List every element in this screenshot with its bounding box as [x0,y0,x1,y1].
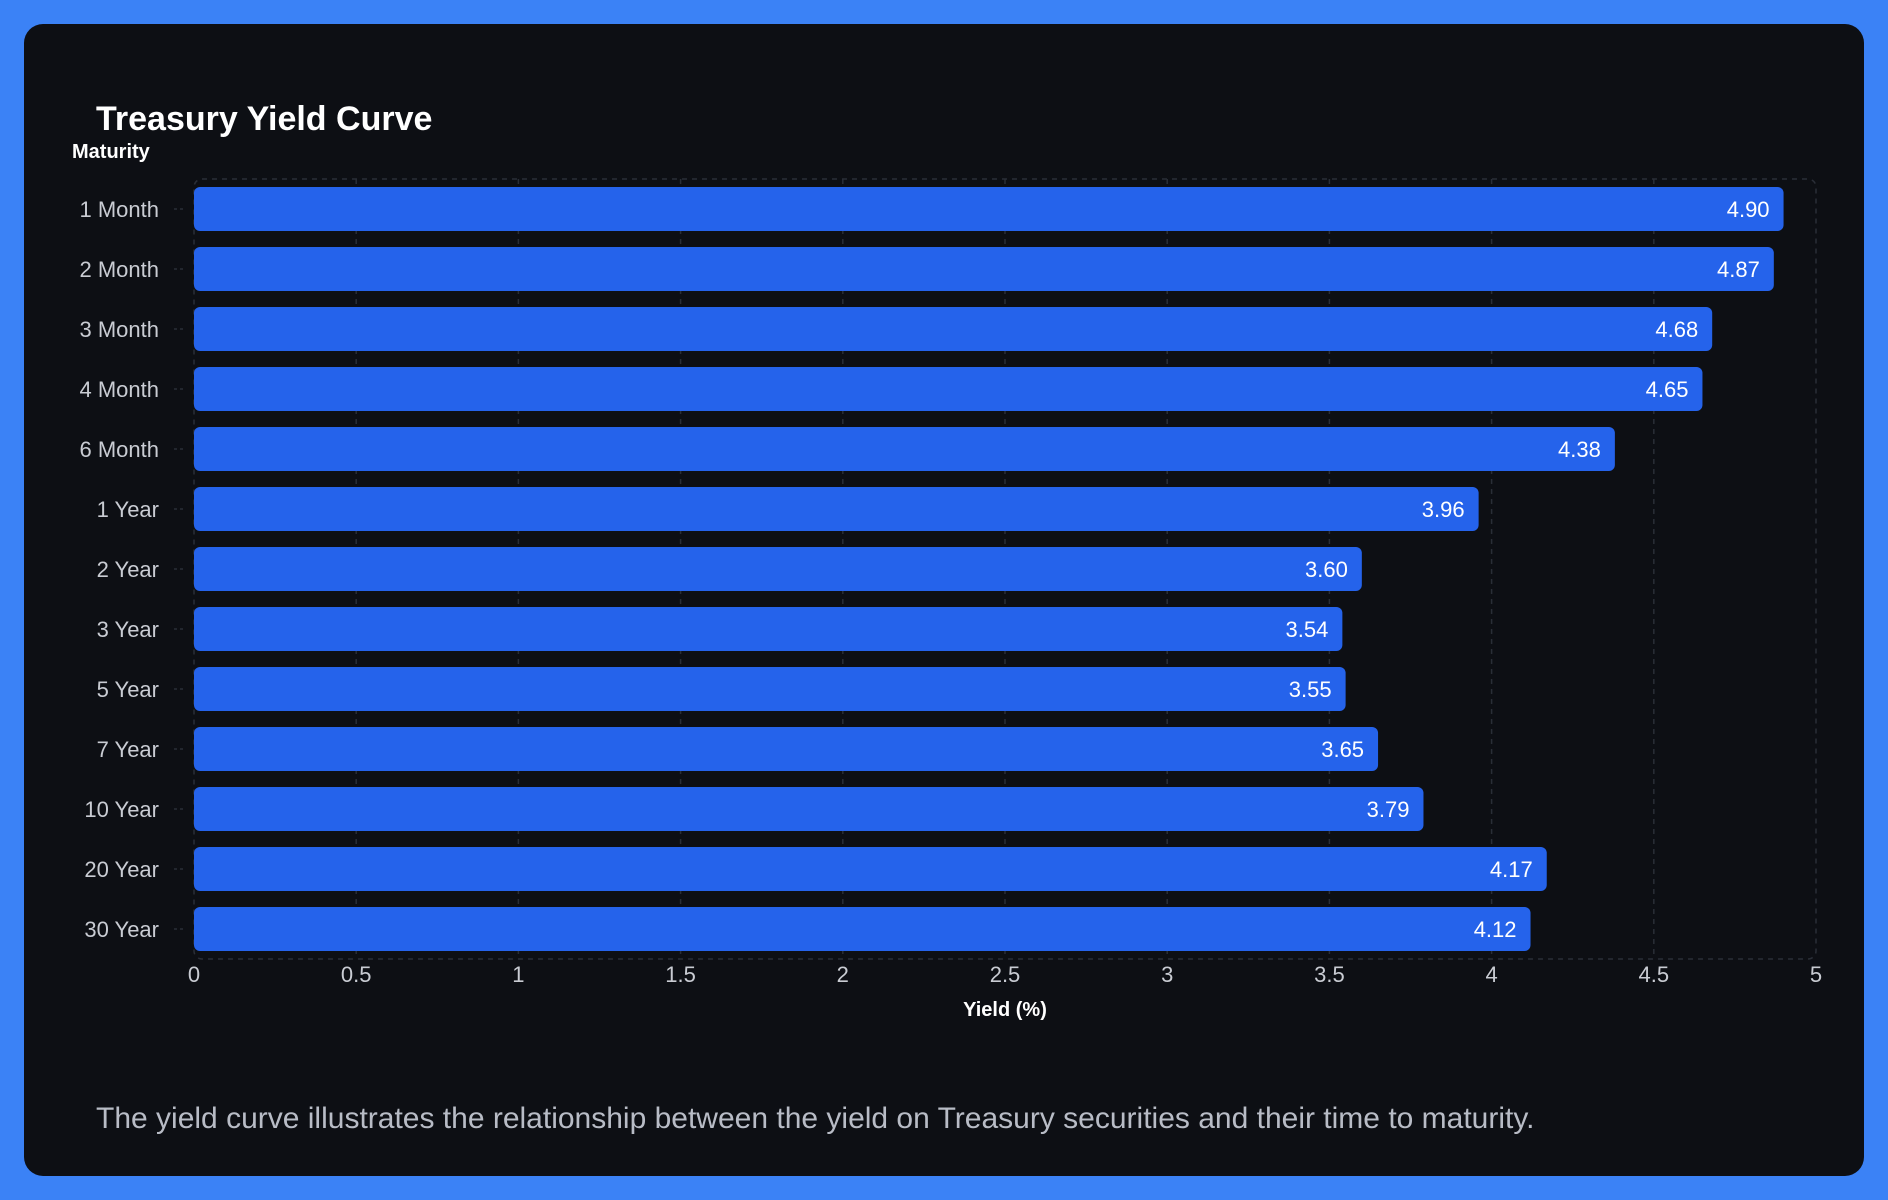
bar [194,607,1343,651]
x-tick-label: 5 [1810,962,1822,987]
x-tick-label: 4 [1485,962,1497,987]
y-tick-label: 4 Month [80,377,160,402]
y-tick-label: 20 Year [84,857,159,882]
bar-value-label: 4.17 [1490,857,1533,882]
bar-value-label: 3.96 [1422,497,1465,522]
x-tick-label: 4.5 [1639,962,1670,987]
bar-value-label: 3.79 [1367,797,1410,822]
y-tick-label: 5 Year [97,677,159,702]
x-tick-label: 1 [512,962,524,987]
bar-value-label: 4.12 [1474,917,1517,942]
y-axis-title: Maturity [72,141,151,163]
y-tick-label: 3 Year [97,617,159,642]
x-axis-title: Yield (%) [963,999,1047,1021]
y-tick-label: 10 Year [84,797,159,822]
chart-caption: The yield curve illustrates the relation… [96,1102,1535,1135]
x-tick-label: 1.5 [665,962,696,987]
bar [194,307,1713,351]
bar-value-label: 4.65 [1646,377,1689,402]
chart-title: Treasury Yield Curve [96,100,433,138]
x-tick-label: 2.5 [990,962,1021,987]
bar-value-label: 3.60 [1305,557,1348,582]
y-tick-label: 7 Year [97,737,159,762]
bar-value-label: 4.87 [1717,257,1760,282]
bar [194,487,1479,531]
y-tick-label: 6 Month [80,437,160,462]
y-tick-label: 2 Month [80,257,160,282]
bar [194,187,1784,231]
bar-value-label: 3.54 [1286,617,1329,642]
x-tick-label: 2 [837,962,849,987]
bar [194,727,1379,771]
bar [194,907,1531,951]
x-tick-label: 0 [188,962,200,987]
bars [194,187,1784,951]
bar [194,667,1346,711]
labels: 0 0.5 1 1.5 2 2.5 3 3.5 4 4.5 51 Month 4.902 Month 4… [80,197,1823,987]
bar [194,427,1615,471]
bar-value-label: 4.38 [1558,437,1601,462]
x-tick-label: 3 [1161,962,1173,987]
bar-value-label: 4.68 [1655,317,1698,342]
bar [194,367,1703,411]
y-tick-label: 2 Year [97,557,159,582]
bar-value-label: 3.65 [1321,737,1364,762]
y-tick-label: 3 Month [80,317,160,342]
bar [194,547,1362,591]
y-tick-label: 30 Year [84,917,159,942]
bar [194,787,1424,831]
x-tick-label: 3.5 [1314,962,1345,987]
x-tick-label: 0.5 [341,962,372,987]
y-tick-label: 1 Year [97,497,159,522]
bar-value-label: 4.90 [1727,197,1770,222]
y-tick-label: 1 Month [80,197,160,222]
bar [194,847,1547,891]
bar [194,247,1774,291]
bar-value-label: 3.55 [1289,677,1332,702]
